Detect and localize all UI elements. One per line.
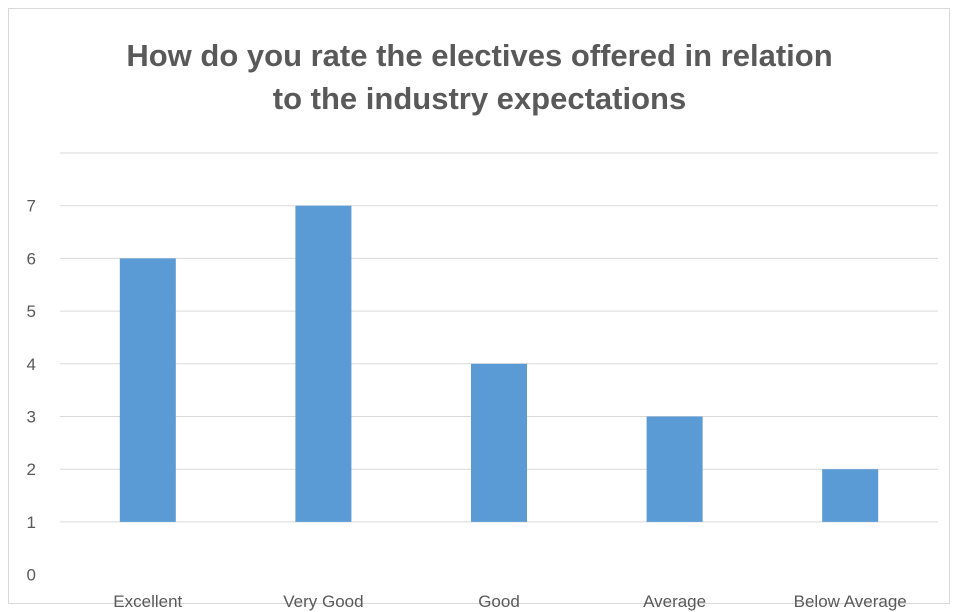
y-tick-label: 2 bbox=[27, 460, 36, 479]
bar-very-good bbox=[295, 205, 352, 522]
chart-title-line-2: to the industry expectations bbox=[272, 81, 687, 116]
y-axis: 0 1 2 3 4 5 6 7 bbox=[27, 197, 36, 585]
y-tick-label: 1 bbox=[27, 513, 36, 532]
bar-excellent bbox=[119, 258, 176, 522]
chart-title: How do you rate the electives offered in… bbox=[0, 34, 959, 120]
y-tick-label: 6 bbox=[27, 249, 36, 268]
y-tick-label: 4 bbox=[27, 355, 36, 374]
x-category-label: Below Average bbox=[794, 592, 907, 611]
y-tick-label: 0 bbox=[27, 566, 36, 585]
x-category-label: Very Good bbox=[283, 592, 363, 611]
bar-below-average bbox=[822, 469, 879, 522]
x-category-label: Average bbox=[643, 592, 706, 611]
y-tick-label: 5 bbox=[27, 302, 36, 321]
x-category-label: Good bbox=[478, 592, 520, 611]
y-tick-label: 3 bbox=[27, 408, 36, 427]
x-category-label: Excellent bbox=[113, 592, 182, 611]
y-tick-label: 7 bbox=[27, 197, 36, 216]
chart-title-line-1: How do you rate the electives offered in… bbox=[126, 38, 833, 73]
bar-average bbox=[646, 416, 703, 522]
bars bbox=[119, 205, 879, 522]
bar-good bbox=[471, 363, 527, 522]
x-axis: Excellent Very Good Good Average Below Avera… bbox=[113, 592, 906, 611]
